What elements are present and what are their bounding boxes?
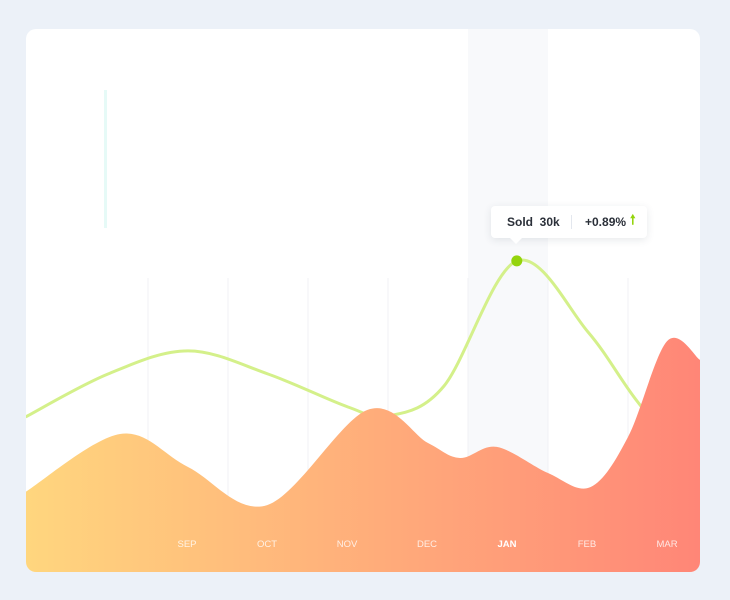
x-tick-label: FEB (578, 539, 596, 550)
area-series (26, 337, 700, 572)
highlight-point[interactable] (511, 255, 523, 267)
x-tick-label: NOV (337, 539, 358, 550)
tooltip: Sold 30k +0.89% 🠕 (491, 206, 647, 244)
accent-bar (104, 90, 107, 228)
tooltip-change: +0.89% (585, 215, 627, 229)
x-tick-label: MAR (656, 539, 677, 550)
tooltip-label: Sold (507, 215, 533, 229)
x-tick-label: OCT (257, 539, 277, 550)
arrow-up-icon: 🠕 (630, 212, 636, 227)
x-tick-label: DEC (417, 539, 437, 550)
x-tick-label: SEP (177, 539, 196, 550)
tooltip-divider (571, 215, 572, 229)
x-tick-label: JAN (497, 539, 516, 550)
line-series (26, 258, 700, 472)
tooltip-value: 30k (539, 215, 560, 229)
